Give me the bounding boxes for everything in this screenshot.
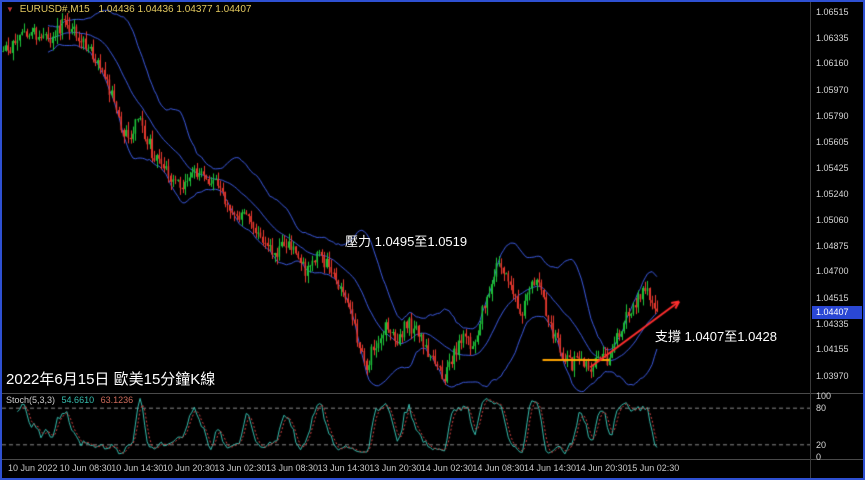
stoch-scale-label: 20 [816,439,827,450]
price-axis-label: 1.05970 [816,84,849,95]
time-axis-label: 13 Jun 08:30 [266,463,319,473]
stochastic-pane[interactable]: Stoch(5,3,3) 54.6610 63.1236 [2,394,810,459]
time-axis-label: 14 Jun 02:30 [420,463,473,473]
pane-separator-stoch-time [2,459,863,460]
stochastic-label-line: Stoch(5,3,3) 54.6610 63.1236 [6,395,133,405]
main-chart-pane[interactable]: ▼ EURUSD#,M15 1.04436 1.04436 1.04377 1.… [2,2,810,393]
time-axis-label: 13 Jun 14:30 [317,463,370,473]
stoch-scale-label: 0 [816,452,822,462]
time-axis-label: 10 Jun 20:30 [162,463,215,473]
quote-ohlc-values: 1.04436 1.04436 1.04377 1.04407 [98,4,252,15]
candlestick-chart-canvas[interactable] [2,2,810,393]
annotation-support: 支撐 1.0407至1.0428 [654,329,777,345]
annotation-date-caption: 2022年6月15日 歐美15分鐘K線 [6,370,216,388]
price-axis-label: 1.04335 [816,318,849,329]
price-axis-label: 1.03970 [816,370,849,381]
time-axis-label: 13 Jun 02:30 [214,463,267,473]
pane-separator-main-stoch[interactable] [2,393,863,394]
stoch-scale-label: 100 [816,391,832,401]
annotation-resistance: 壓力 1.0495至1.0519 [344,234,468,250]
current-price-badge: 1.04407 [812,306,862,320]
time-axis-label: 10 Jun 2022 [8,463,58,473]
price-axis-label: 1.05425 [816,162,849,173]
stochastic-canvas[interactable] [2,394,810,459]
price-axis-label: 1.06515 [816,7,849,17]
price-axis-label: 1.05060 [816,215,849,226]
price-axis-label: 1.04875 [816,241,849,252]
time-axis-label: 10 Jun 08:30 [59,463,112,473]
stoch-indicator-name: Stoch(5,3,3) [6,395,56,405]
time-axis-label: 14 Jun 20:30 [575,463,628,473]
time-axis-label: 14 Jun 08:30 [472,463,525,473]
price-axis-label: 1.05605 [816,137,849,148]
chart-marker-icon: ▼ [6,5,14,14]
price-axis-label: 1.06160 [816,57,849,68]
price-axis-label: 1.04515 [816,292,849,303]
price-axis-label: 1.04700 [816,266,849,277]
symbol-timeframe-label: EURUSD#,M15 [19,4,90,15]
symbol-quote-line: ▼ EURUSD#,M15 1.04436 1.04436 1.04377 1.… [6,4,251,15]
stoch-scale-label: 80 [816,403,827,414]
stoch-main-value: 54.6610 [61,395,95,405]
price-axis[interactable]: 1.04407 1.06515 1.06335 1.06160 1.05970 1.05… [810,2,863,478]
time-axis-label: 10 Jun 14:30 [111,463,164,473]
price-axis-label: 1.05240 [816,189,849,200]
price-axis-label: 1.06335 [816,32,849,43]
time-axis[interactable]: 10 Jun 2022 10 Jun 08:30 10 Jun 14:30 10 Ju… [2,460,810,478]
price-axis-label: 1.05790 [816,110,849,121]
price-axis-label: 1.04155 [816,344,849,355]
time-axis-label: 14 Jun 14:30 [524,463,577,473]
time-axis-label: 13 Jun 20:30 [369,463,422,473]
time-axis-label: 15 Jun 02:30 [627,463,680,473]
stoch-signal-value: 63.1236 [100,395,134,405]
